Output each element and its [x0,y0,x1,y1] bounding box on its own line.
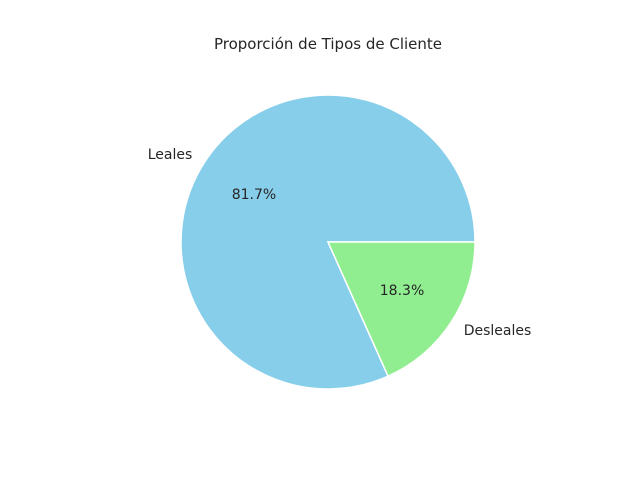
pie-slice-desleales [326,241,476,378]
pie-labels: Leales 81.7% Desleales 18.3% [148,147,532,339]
slice-label-leales: Leales [148,147,193,163]
chart-title: Proporción de Tipos de Cliente [214,35,442,53]
slice-label-desleales: Desleales [464,323,532,339]
pct-label-leales: 81.7% [232,187,276,203]
pie-slices [180,94,476,390]
pct-label-desleales: 18.3% [380,283,424,299]
